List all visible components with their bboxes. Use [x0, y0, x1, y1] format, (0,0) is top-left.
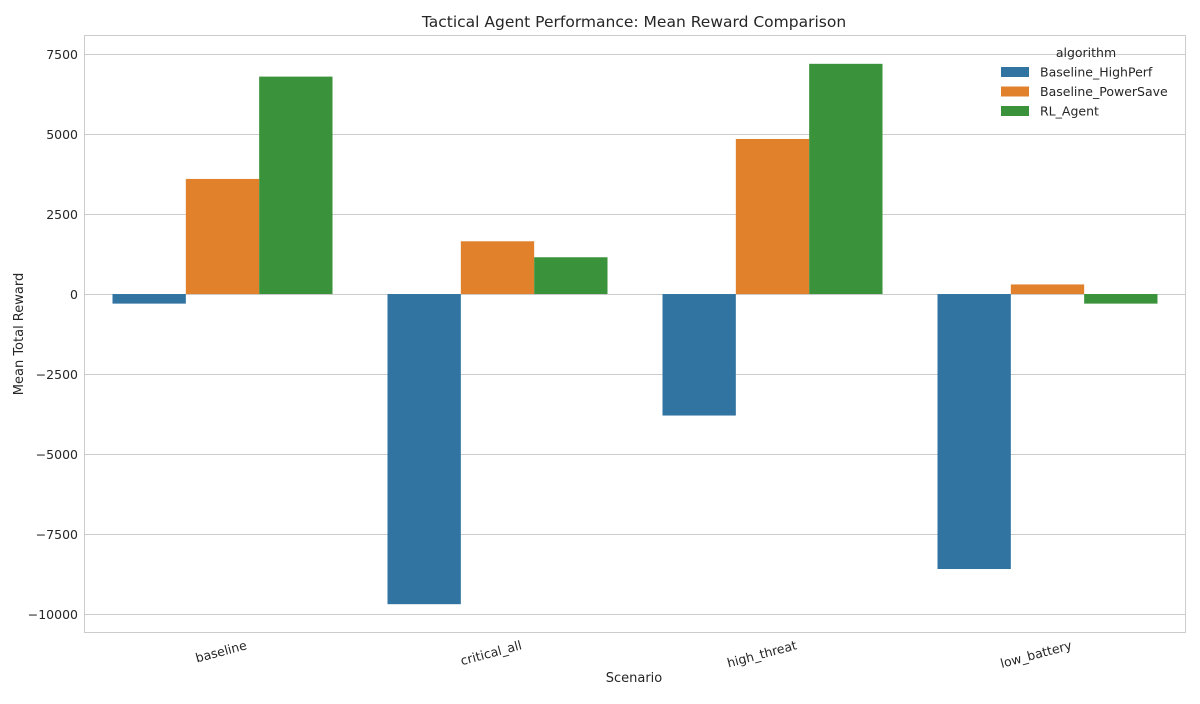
bar-Baseline_PowerSave-baseline [185, 178, 260, 295]
bar-RL_Agent-high_threat [809, 63, 883, 295]
x-tick-label: baseline [194, 637, 249, 665]
legend-swatch [1001, 86, 1029, 97]
bar-Baseline_HighPerf-high_threat [662, 294, 736, 416]
bar-Baseline_HighPerf-critical_all [387, 294, 461, 605]
chart-title: Tactical Agent Performance: Mean Reward … [421, 13, 846, 31]
bar-Baseline_HighPerf-low_battery [937, 294, 1011, 570]
y-tick-label: −5000 [36, 447, 78, 462]
x-tick-labels: baseline critical_all high_threat low_batte… [194, 637, 1074, 671]
legend-title: algorithm [1056, 45, 1116, 60]
x-tick-label: low_battery [999, 637, 1074, 671]
y-tick-label: 0 [70, 287, 78, 302]
legend-swatch [1001, 67, 1029, 77]
grid-lines [85, 54, 1185, 615]
bar-RL_Agent-low_battery [1084, 294, 1158, 304]
bar-Baseline_PowerSave-low_battery [1010, 284, 1085, 295]
y-tick-label: −2500 [36, 367, 78, 382]
y-tick-label: 5000 [46, 127, 78, 142]
y-tick-label: −10000 [28, 607, 78, 622]
bar-Baseline_PowerSave-critical_all [460, 241, 535, 295]
y-tick-label: −7500 [36, 527, 78, 542]
legend-label: Baseline_HighPerf [1040, 65, 1153, 80]
bar-RL_Agent-baseline [259, 76, 333, 295]
bars [112, 63, 1158, 605]
x-axis-label: Scenario [606, 671, 663, 686]
bar-RL_Agent-critical_all [534, 257, 608, 295]
x-tick-label: critical_all [459, 637, 523, 668]
legend-label: RL_Agent [1040, 104, 1099, 119]
x-tick-label: high_threat [725, 637, 798, 670]
y-tick-label: 7500 [46, 47, 78, 62]
bar-Baseline_HighPerf-baseline [112, 294, 186, 304]
legend: algorithm Baseline_HighPerf Baseline_Powe… [1001, 45, 1168, 119]
plot-frame [84, 35, 1186, 633]
y-tick-label: 2500 [46, 207, 78, 222]
bar-Baseline_PowerSave-high_threat [735, 138, 810, 295]
y-axis-label: Mean Total Reward [12, 273, 27, 395]
legend-label: Baseline_PowerSave [1040, 84, 1168, 99]
legend-swatch [1001, 106, 1029, 116]
y-tick-labels: 7500 5000 2500 0 −2500 −5000 −7500 −10000 [28, 47, 78, 622]
